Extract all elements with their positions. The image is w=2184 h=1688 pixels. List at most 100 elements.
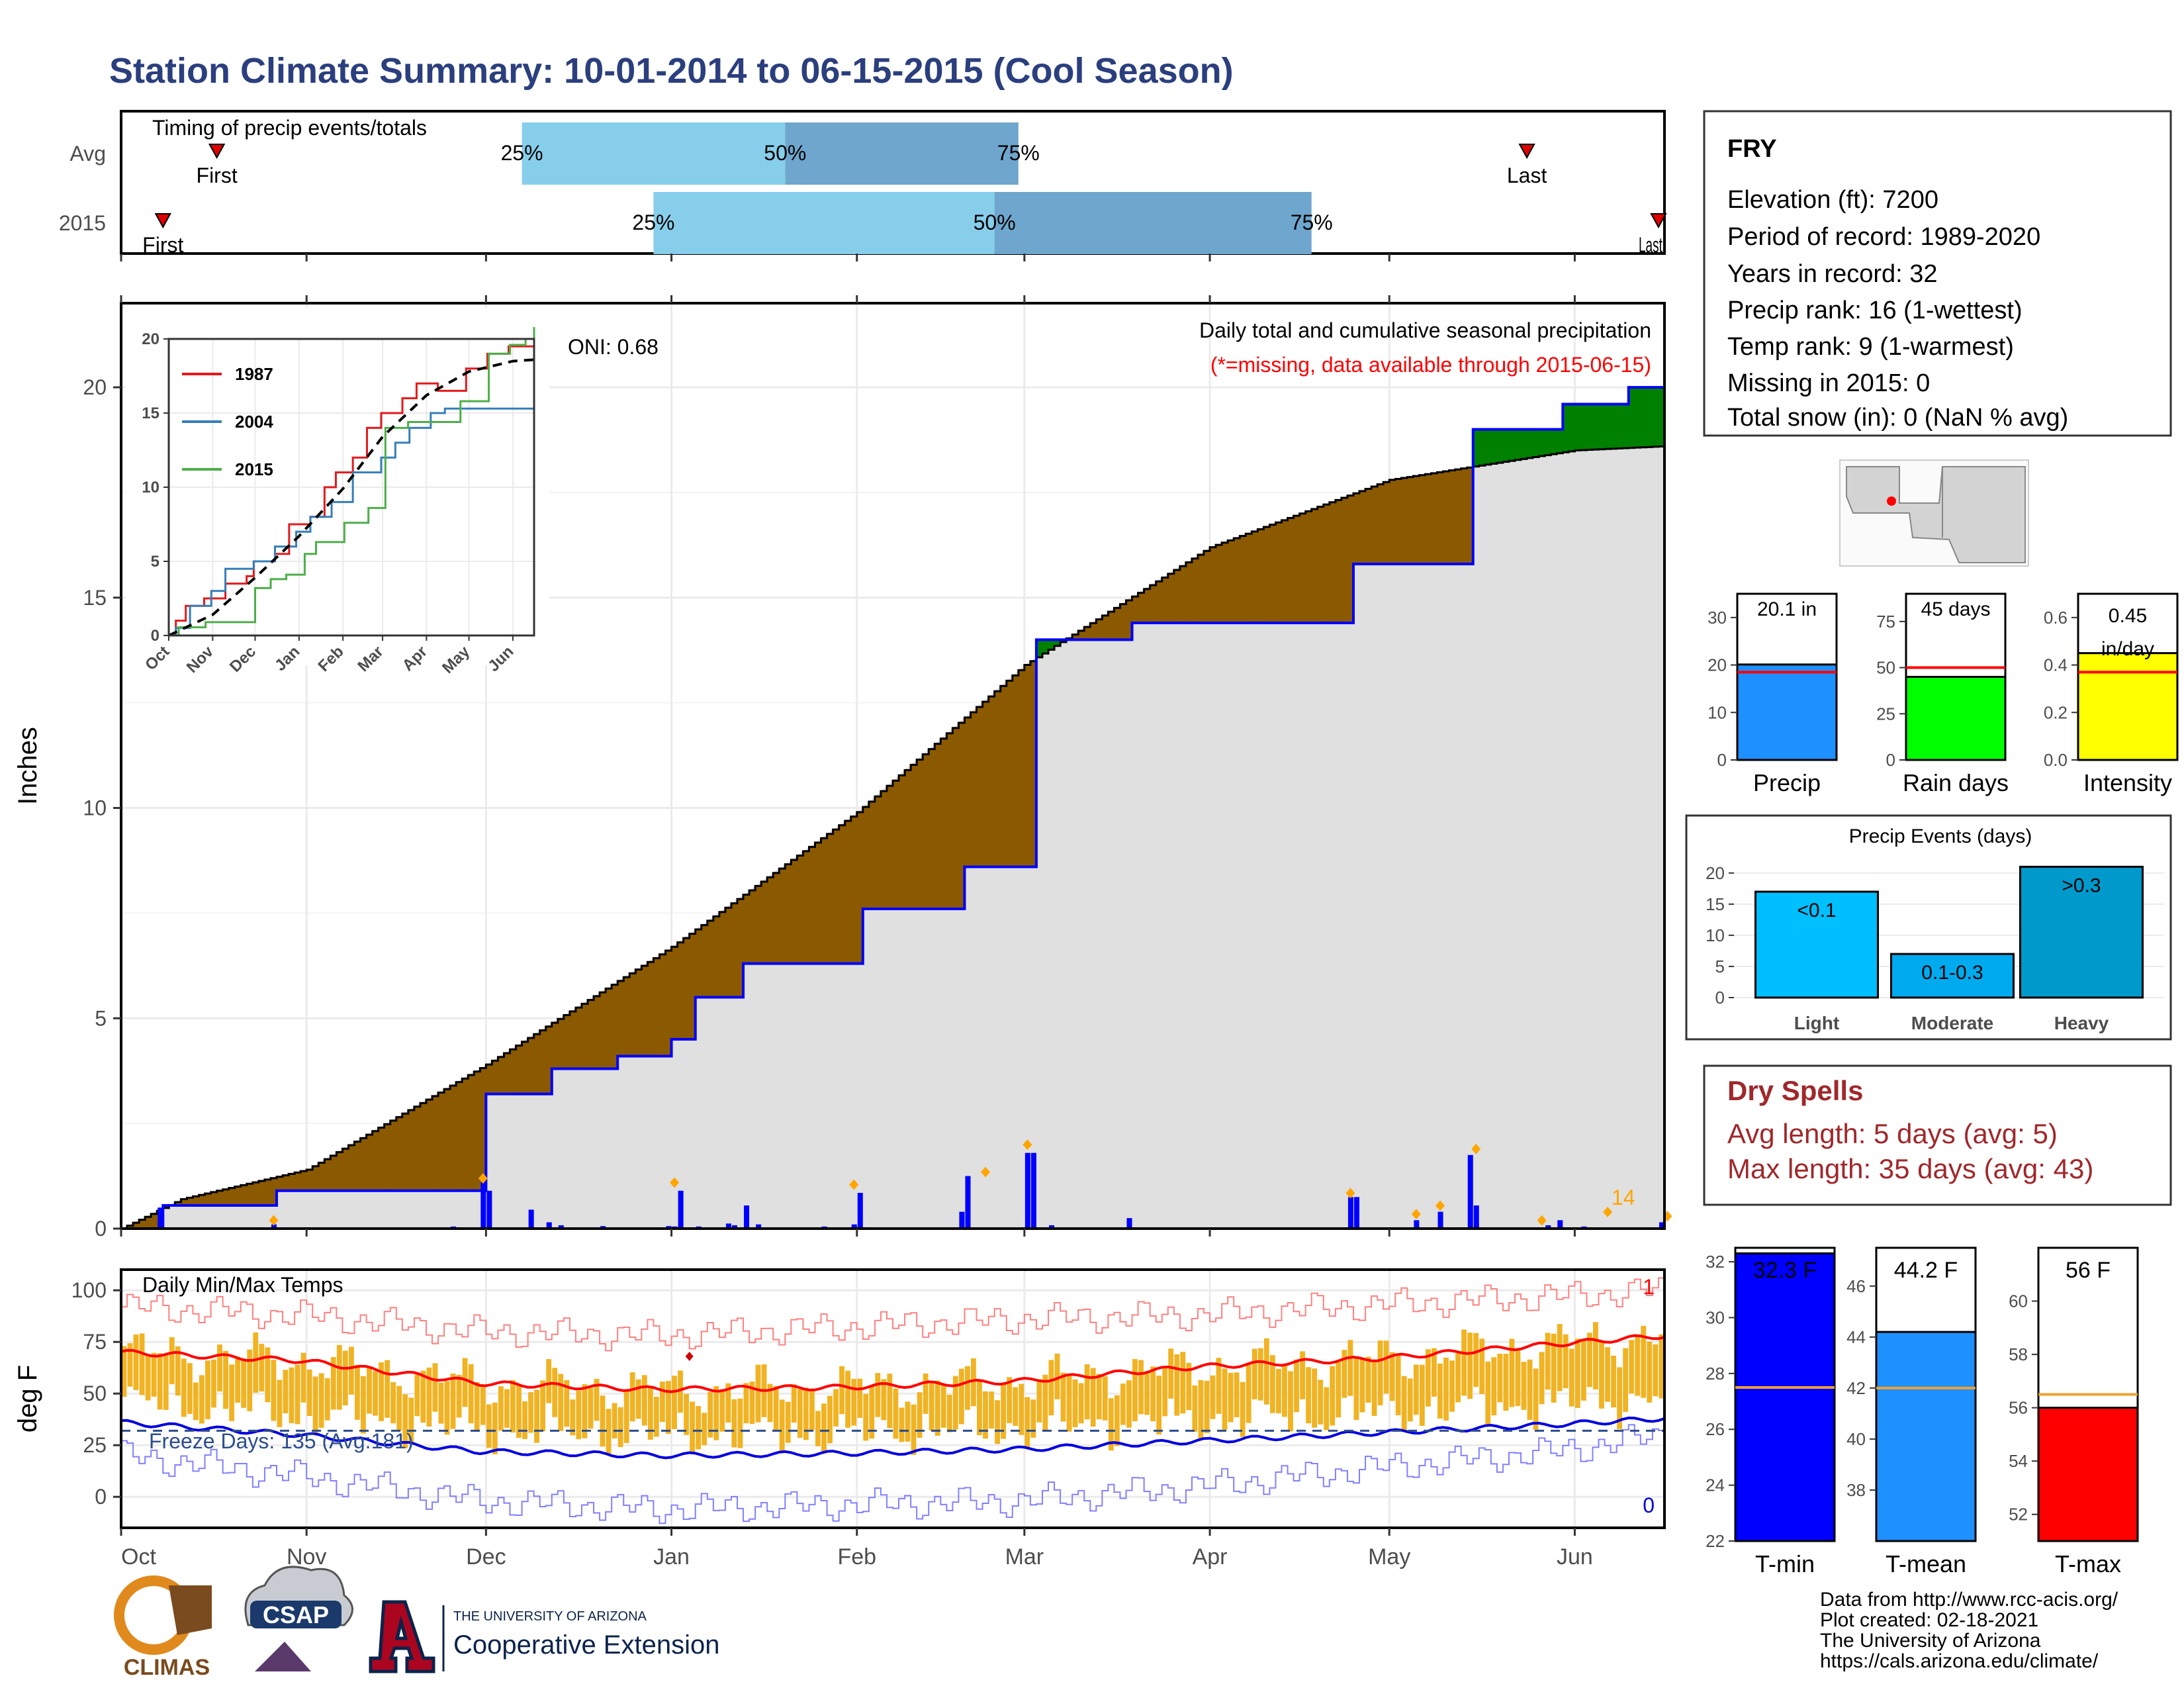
deficit-fill — [324, 1159, 331, 1191]
deficit-fill — [486, 1064, 493, 1094]
daily-temp-bar — [989, 1391, 994, 1429]
daily-temp-bar — [1545, 1333, 1551, 1390]
daily-temp-bar — [940, 1384, 946, 1428]
daily-temp-bar — [450, 1374, 456, 1429]
daily-temp-bar — [1144, 1371, 1150, 1415]
mini-bar-tick-label: 20 — [1707, 655, 1727, 675]
daily-precip-bar — [744, 1205, 750, 1229]
daily-temp-bar — [594, 1378, 600, 1421]
deficit-fill — [982, 702, 989, 867]
temp-mean-text: 32.3 F — [1753, 1258, 1817, 1283]
deficit-fill — [1257, 529, 1265, 623]
deficit-fill — [1305, 511, 1312, 623]
deficit-fill — [1156, 581, 1163, 623]
credit-data-source: Data from http://www.rcc-acis.org/ — [1820, 1589, 2118, 1611]
daily-temp-bar — [1234, 1372, 1240, 1418]
surplus-fill — [1628, 387, 1635, 448]
daily-temp-bar — [1342, 1350, 1347, 1398]
daily-precip-bar — [678, 1190, 684, 1229]
deficit-fill — [929, 749, 935, 910]
deficit-fill — [1449, 470, 1456, 564]
oni-value: ONI: 0.68 — [568, 335, 659, 359]
deficit-fill — [1365, 489, 1372, 564]
daily-precip-bar — [1347, 1197, 1353, 1229]
last-event-marker — [1518, 144, 1535, 160]
deficit-fill — [844, 821, 852, 964]
daily-temp-bar — [558, 1374, 564, 1431]
daily-temp-bar — [235, 1356, 241, 1403]
temp-ytick-label: 25 — [83, 1433, 107, 1457]
daily-temp-bar — [1586, 1333, 1592, 1387]
deficit-fill — [779, 868, 786, 964]
deficit-fill — [1222, 542, 1228, 623]
daily-temp-bar — [259, 1344, 265, 1391]
inset-ytick-label: 10 — [142, 479, 159, 496]
credit-website: https://cals.arizona.edu/climate/ — [1820, 1650, 2099, 1672]
deficit-fill — [581, 1004, 588, 1069]
deficit-fill — [228, 1188, 236, 1206]
deficit-fill — [1425, 474, 1432, 564]
deficit-fill — [1359, 491, 1366, 564]
daily-temp-bar — [355, 1364, 360, 1420]
surplus-fill — [1634, 387, 1641, 448]
daily-temp-bar — [934, 1380, 940, 1436]
daily-temp-bar — [1473, 1333, 1479, 1387]
surplus-fill — [1502, 429, 1510, 462]
daily-temp-bar — [1216, 1358, 1222, 1414]
daily-precip-bar — [1437, 1211, 1443, 1229]
daily-temp-bar — [1659, 1334, 1664, 1399]
deficit-fill — [258, 1180, 265, 1206]
daily-temp-bar — [672, 1376, 677, 1429]
temp-mean-tick-label: 24 — [1706, 1476, 1725, 1495]
precip-ytick-label: 5 — [95, 1006, 107, 1030]
daily-temp-bar — [121, 1346, 127, 1397]
heavy-event-marker — [1345, 1188, 1355, 1199]
daily-temp-bar — [1257, 1348, 1263, 1401]
daily-temp-bar — [659, 1382, 665, 1423]
temp-mean-tick-label: 22 — [1706, 1531, 1725, 1551]
climas-logo: CLIMAS — [114, 1575, 212, 1680]
average-max-line — [120, 1334, 1665, 1393]
mini-bar-value — [2077, 652, 2179, 761]
temp-axes: 0 25 50 75 100 Oct Nov Dec Jan Feb Mar Apr May Jun — [71, 1278, 1593, 1570]
daily-temp-bar — [1156, 1376, 1162, 1435]
deficit-fill — [1461, 468, 1468, 564]
deficit-fill — [905, 770, 911, 910]
daily-temp-bar — [773, 1385, 779, 1432]
deficit-fill — [145, 1217, 152, 1229]
temp-mean-tick-label: 44 — [1846, 1327, 1866, 1347]
mini-bar-tick-label: 50 — [1876, 658, 1895, 678]
deficit-fill — [151, 1213, 158, 1229]
deficit-fill — [402, 1113, 409, 1191]
temp-mean-tick-label: 54 — [2009, 1451, 2028, 1471]
record-max-line — [121, 1277, 1665, 1352]
deficit-fill — [874, 796, 882, 910]
deficit-fill — [1347, 495, 1354, 623]
deficit-fill — [1173, 570, 1181, 623]
precip-events-panel: Precip Events (days) <0.1 Light 0.1-0.3 Mod… — [1685, 814, 2172, 1041]
temp-background — [121, 1270, 1664, 1528]
daily-temp-bar — [1455, 1353, 1461, 1403]
inset-legend-label-2015: 2015 — [235, 459, 273, 479]
month-label: Jun — [1557, 1544, 1593, 1570]
timing-bar-25-50 — [522, 122, 786, 185]
deficit-fill — [988, 696, 995, 867]
daily-temp-bar — [1635, 1336, 1641, 1396]
temp-mean-value — [2037, 1407, 2139, 1542]
events-category-label: Heavy — [2054, 1013, 2109, 1033]
daily-temp-bar — [964, 1366, 970, 1410]
daily-temp-bar — [815, 1411, 821, 1446]
daily-temp-bar — [420, 1370, 426, 1423]
deficit-fill — [588, 1000, 594, 1069]
daily-temp-bar — [606, 1409, 612, 1455]
daily-temp-bar — [193, 1382, 199, 1421]
deficit-fill — [181, 1199, 188, 1206]
daily-temp-bar — [175, 1346, 181, 1396]
daily-temp-bar — [1114, 1395, 1120, 1446]
observed-cumulative-line — [121, 383, 1666, 1230]
daily-temp-bar — [1263, 1338, 1269, 1405]
deficit-fill — [1216, 545, 1222, 623]
deficit-fill — [917, 759, 923, 910]
daily-temp-bar — [330, 1357, 336, 1410]
daily-temp-bar — [1251, 1348, 1257, 1399]
